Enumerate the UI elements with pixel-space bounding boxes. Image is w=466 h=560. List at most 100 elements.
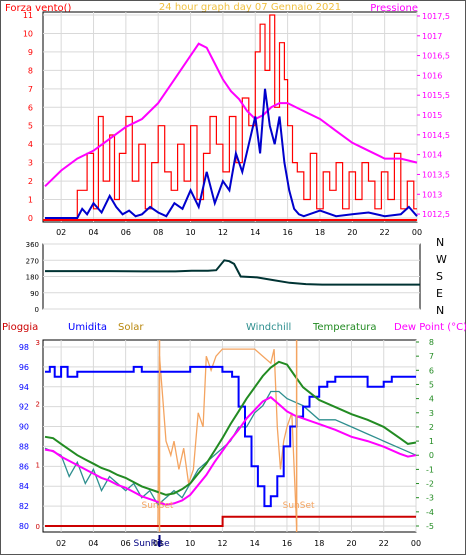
legend-entry: Pioggia (2, 322, 38, 333)
x-tick-label: 16 (282, 539, 292, 548)
x-tick-label: 06 (121, 228, 131, 237)
sunset-label-left: SunSet (142, 501, 174, 511)
rain-tick-label: 1 (36, 462, 40, 470)
wind-tick-label: 8 (28, 66, 33, 75)
plot-area-weather (42, 339, 417, 533)
temperature-tick-label: -5 (426, 522, 434, 531)
x-tick-label: 22 (379, 539, 389, 548)
x-tick-label: 10 (185, 228, 195, 237)
sunrise-label: SunRise (134, 539, 171, 549)
sunset-label-right: SunSet (283, 501, 315, 511)
x-tick-label: 16 (283, 228, 293, 237)
windchill-series (44, 390, 417, 506)
wind-tick-label: 2 (28, 177, 33, 186)
wind-tick-label: 9 (28, 48, 33, 57)
direction-tick-label: 360 (26, 241, 39, 249)
direction-tick-label: 270 (26, 257, 39, 265)
legend-entry: Windchill (246, 322, 291, 333)
wind-gust-series (45, 14, 417, 219)
x-tick-label: 22 (380, 228, 390, 237)
temperature-series (44, 360, 417, 496)
x-tick-label: 00 (412, 228, 422, 237)
legend-entry: Dew Point (°C) (394, 322, 466, 333)
humidity-tick-label: 82 (19, 502, 29, 511)
temperature-tick-label: -2 (426, 480, 434, 489)
pressure-tick-label: 1014,5 (422, 131, 450, 140)
temperature-tick-label: 6 (429, 366, 434, 375)
x-tick-label: 14 (250, 539, 260, 548)
compass-label: N (436, 304, 444, 317)
pressure-tick-label: 1015,5 (422, 91, 450, 100)
temperature-tick-label: -4 (426, 508, 434, 517)
x-tick-label: 18 (315, 228, 325, 237)
direction-tick-label: 0 (35, 306, 39, 314)
temperature-tick-label: 0 (429, 451, 434, 460)
pressure-series (44, 42, 418, 188)
rain-series (45, 515, 416, 527)
humidity-series (45, 365, 416, 508)
temperature-tick-label: -1 (426, 465, 434, 474)
temperature-tick-label: 8 (429, 338, 434, 347)
temperature-tick-label: 2 (429, 423, 434, 432)
compass-label: S (436, 270, 443, 283)
pressure-tick-label: 1016 (422, 71, 442, 80)
compass-label: N (436, 236, 444, 249)
humidity-tick-label: 88 (19, 442, 29, 451)
x-tick-label: 00 (411, 539, 421, 548)
wind-tick-label: 10 (23, 29, 33, 38)
wind-axis-label: Forza vento() (5, 3, 72, 14)
pressure-tick-label: 1016,5 (422, 52, 450, 61)
humidity-tick-label: 80 (19, 522, 29, 531)
legend-entry: Solar (118, 322, 144, 333)
wind-tick-label: 1 (28, 196, 33, 205)
pressure-tick-label: 1014 (422, 151, 442, 160)
wind-tick-label: 6 (28, 103, 33, 112)
x-tick-label: 04 (88, 539, 98, 548)
humidity-tick-label: 92 (19, 403, 29, 412)
wind-tick-label: 4 (28, 140, 33, 149)
legend-entry: Temperatura (312, 322, 377, 333)
wind-direction-series (45, 259, 420, 286)
x-tick-label: 10 (185, 539, 195, 548)
direction-tick-label: 180 (26, 274, 39, 282)
x-tick-label: 18 (314, 539, 324, 548)
x-tick-label: 08 (153, 228, 163, 237)
direction-tick-label: 90 (30, 290, 39, 298)
pressure-tick-label: 1017,5 (422, 12, 450, 21)
humidity-tick-label: 94 (19, 383, 29, 392)
wind-tick-label: 11 (23, 11, 33, 20)
x-tick-label: 04 (88, 228, 98, 237)
temperature-tick-label: 5 (429, 380, 434, 389)
x-tick-label: 12 (217, 539, 227, 548)
temperature-tick-label: 1 (429, 437, 434, 446)
humidity-tick-label: 96 (19, 363, 29, 372)
wind-tick-label: 0 (28, 214, 33, 223)
compass-label: E (436, 287, 443, 300)
pressure-tick-label: 1017 (422, 32, 442, 41)
rain-tick-label: 3 (36, 339, 40, 347)
x-tick-label: 08 (153, 539, 163, 548)
pressure-tick-label: 1013 (422, 190, 442, 199)
wind-average-series (45, 88, 418, 219)
compass-label: W (436, 253, 447, 266)
chart-title: 24 hour graph day 07 Gennaio 2021 (159, 2, 341, 13)
humidity-tick-label: 90 (19, 423, 29, 432)
humidity-tick-label: 86 (19, 462, 29, 471)
rain-tick-label: 0 (36, 523, 40, 531)
x-tick-label: 02 (56, 539, 66, 548)
rain-tick-label: 2 (36, 400, 40, 408)
wind-tick-label: 3 (28, 159, 33, 168)
temperature-tick-label: 3 (429, 409, 434, 418)
legend-entry: Umidita (68, 322, 107, 333)
humidity-tick-label: 84 (19, 482, 29, 491)
pressure-tick-label: 1015 (422, 111, 442, 120)
x-tick-label: 02 (56, 228, 66, 237)
solar-series (157, 348, 298, 527)
x-tick-label: 14 (250, 228, 260, 237)
temperature-tick-label: -3 (426, 494, 434, 503)
dewpoint-series (44, 395, 417, 506)
wind-tick-label: 5 (28, 122, 33, 131)
x-tick-label: 06 (121, 539, 131, 548)
